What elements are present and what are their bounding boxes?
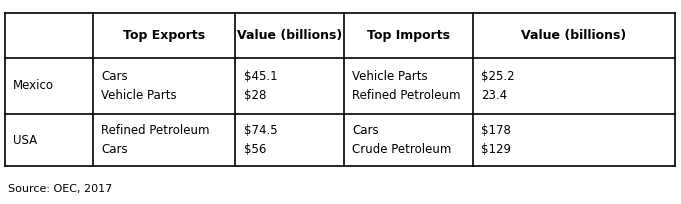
Text: Value (billions): Value (billions) [521,29,627,42]
Text: Mexico: Mexico [13,79,54,92]
Text: Vehicle Parts
Refined Petroleum: Vehicle Parts Refined Petroleum [352,70,460,102]
Text: $45.1
$28: $45.1 $28 [244,70,277,102]
Text: $25.2
23.4: $25.2 23.4 [481,70,515,102]
Text: $178
$129: $178 $129 [481,124,511,156]
Text: Cars
Crude Petroleum: Cars Crude Petroleum [352,124,452,156]
Text: Top Imports: Top Imports [367,29,450,42]
Text: Top Exports: Top Exports [123,29,205,42]
Text: Refined Petroleum
Cars: Refined Petroleum Cars [101,124,210,156]
Text: Value (billions): Value (billions) [237,29,343,42]
Text: Source: OEC, 2017: Source: OEC, 2017 [8,184,112,194]
Text: $74.5
$56: $74.5 $56 [244,124,277,156]
Text: USA: USA [13,134,37,147]
Text: Cars
Vehicle Parts: Cars Vehicle Parts [101,70,176,102]
